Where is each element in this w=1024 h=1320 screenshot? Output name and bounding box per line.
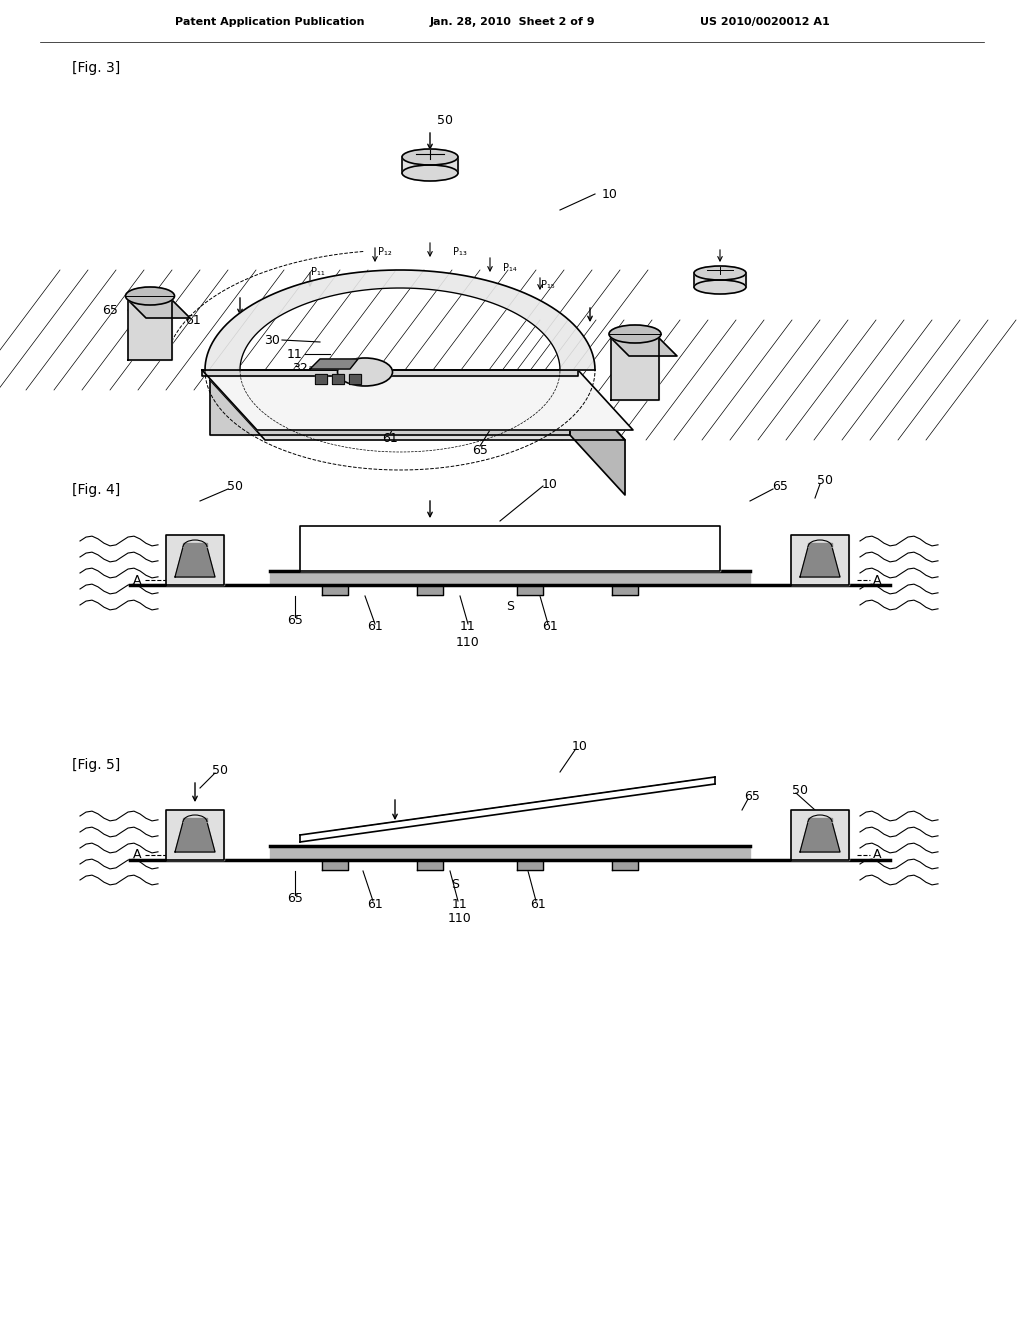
- Polygon shape: [612, 585, 638, 595]
- Polygon shape: [202, 370, 633, 430]
- Text: 50: 50: [212, 763, 228, 776]
- Text: 10: 10: [542, 478, 558, 491]
- Polygon shape: [270, 846, 750, 861]
- Text: 61: 61: [542, 620, 558, 634]
- Text: A: A: [133, 573, 141, 586]
- Ellipse shape: [402, 165, 458, 181]
- Polygon shape: [128, 300, 190, 318]
- Bar: [315, 374, 327, 384]
- Polygon shape: [270, 572, 750, 585]
- Text: P₁₃: P₁₃: [453, 247, 467, 257]
- Polygon shape: [611, 338, 659, 400]
- Ellipse shape: [338, 358, 392, 385]
- Ellipse shape: [694, 280, 746, 294]
- Text: 65: 65: [287, 614, 303, 627]
- Text: 50: 50: [227, 479, 243, 492]
- Ellipse shape: [402, 149, 458, 165]
- Polygon shape: [128, 300, 172, 360]
- Text: 50: 50: [817, 474, 833, 487]
- Polygon shape: [183, 543, 207, 546]
- Text: Patent Application Publication: Patent Application Publication: [175, 17, 365, 26]
- Bar: [332, 374, 344, 384]
- Text: [Fig. 4]: [Fig. 4]: [72, 483, 120, 498]
- Text: 11: 11: [460, 620, 476, 634]
- Polygon shape: [210, 380, 625, 440]
- Text: US 2010/0020012 A1: US 2010/0020012 A1: [700, 17, 829, 26]
- Text: 61: 61: [382, 432, 398, 445]
- Polygon shape: [210, 380, 570, 436]
- Polygon shape: [517, 585, 543, 595]
- Bar: [349, 374, 361, 384]
- Polygon shape: [202, 370, 578, 376]
- Text: 110: 110: [449, 912, 472, 924]
- Text: S: S: [346, 371, 354, 384]
- Text: A: A: [872, 573, 882, 586]
- Polygon shape: [166, 810, 224, 861]
- Text: 61: 61: [368, 620, 383, 634]
- Polygon shape: [322, 585, 348, 595]
- Text: 32: 32: [292, 362, 308, 375]
- Ellipse shape: [694, 267, 746, 280]
- Polygon shape: [300, 777, 715, 842]
- Polygon shape: [570, 380, 625, 495]
- Polygon shape: [205, 271, 595, 370]
- Polygon shape: [402, 157, 458, 173]
- Text: 61: 61: [368, 898, 383, 911]
- Text: 30: 30: [264, 334, 280, 346]
- Text: 10: 10: [602, 189, 617, 202]
- Polygon shape: [612, 861, 638, 870]
- Text: 61: 61: [185, 314, 201, 326]
- Polygon shape: [183, 818, 207, 822]
- Text: P₁₄: P₁₄: [503, 263, 517, 273]
- Text: Jan. 28, 2010  Sheet 2 of 9: Jan. 28, 2010 Sheet 2 of 9: [430, 17, 596, 26]
- Text: 10: 10: [572, 741, 588, 754]
- Text: 11: 11: [453, 898, 468, 911]
- Text: 50: 50: [437, 114, 453, 127]
- Text: 11: 11: [287, 347, 303, 360]
- Text: 65: 65: [744, 789, 760, 803]
- Polygon shape: [791, 535, 849, 585]
- Text: [Fig. 5]: [Fig. 5]: [72, 758, 120, 772]
- Ellipse shape: [609, 325, 662, 343]
- Polygon shape: [808, 818, 831, 822]
- Text: A: A: [133, 849, 141, 862]
- Polygon shape: [694, 273, 746, 286]
- Text: 65: 65: [287, 891, 303, 904]
- Text: [Fig. 3]: [Fig. 3]: [72, 61, 120, 75]
- Polygon shape: [808, 543, 831, 546]
- Text: P₁₁: P₁₁: [311, 267, 325, 277]
- Polygon shape: [791, 810, 849, 861]
- Polygon shape: [175, 546, 215, 577]
- Text: 61: 61: [530, 898, 546, 911]
- Text: 65: 65: [772, 479, 787, 492]
- Polygon shape: [166, 535, 224, 585]
- Polygon shape: [310, 359, 358, 370]
- Polygon shape: [417, 585, 443, 595]
- Text: 65: 65: [102, 304, 118, 317]
- Text: S: S: [451, 878, 459, 891]
- Polygon shape: [322, 861, 348, 870]
- Polygon shape: [417, 861, 443, 870]
- Text: S: S: [506, 601, 514, 614]
- Text: P₁₅: P₁₅: [542, 280, 555, 290]
- Text: 50: 50: [792, 784, 808, 796]
- Text: 110: 110: [456, 635, 480, 648]
- Polygon shape: [800, 822, 840, 851]
- Polygon shape: [800, 546, 840, 577]
- Ellipse shape: [126, 286, 174, 305]
- Text: 65: 65: [472, 444, 488, 457]
- Polygon shape: [611, 338, 677, 356]
- Polygon shape: [175, 822, 215, 851]
- Text: P₁₂: P₁₂: [378, 247, 392, 257]
- Text: A: A: [872, 849, 882, 862]
- Polygon shape: [517, 861, 543, 870]
- Polygon shape: [300, 525, 720, 572]
